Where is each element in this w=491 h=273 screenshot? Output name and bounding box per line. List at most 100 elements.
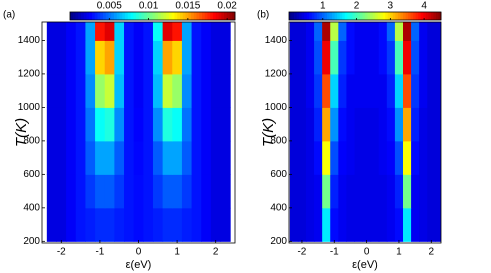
heatmap-cell xyxy=(297,207,307,242)
heatmap-cell xyxy=(346,73,355,108)
colorbar-segment xyxy=(316,12,320,20)
y-tick-label: 1400 xyxy=(18,35,41,46)
colorbar-segment xyxy=(75,12,79,20)
y-tick-label: 200 xyxy=(23,236,40,247)
colorbar-segment xyxy=(311,12,315,20)
y-tick-label: 1000 xyxy=(265,102,288,113)
colorbar-tick-label: 0.015 xyxy=(175,1,200,12)
heatmap-cell xyxy=(386,107,396,142)
heatmap-cell xyxy=(338,107,347,142)
heatmap-cells xyxy=(46,22,231,242)
heatmap-cell xyxy=(201,207,212,242)
heatmap-cell xyxy=(56,73,67,108)
y-tick-label: 800 xyxy=(270,136,287,147)
y-tick-label: 1200 xyxy=(18,69,41,80)
heatmap-cell xyxy=(289,207,299,242)
heatmap-cell xyxy=(403,140,412,175)
heatmap-cell xyxy=(330,40,339,75)
heatmap-cell xyxy=(338,174,347,209)
colorbar-segment xyxy=(191,12,195,20)
heatmap-cell xyxy=(95,22,106,41)
heatmap-cell xyxy=(386,73,396,108)
heatmap-cell xyxy=(297,22,307,41)
heatmap-cell xyxy=(330,174,339,209)
heatmap-cell xyxy=(314,73,323,108)
colorbar-segment xyxy=(365,12,368,20)
colorbar-tick-label: 0.01 xyxy=(139,1,159,12)
heatmap-cell xyxy=(143,107,154,142)
colorbar-segment xyxy=(218,12,222,20)
heatmap-cell xyxy=(143,40,154,75)
heatmap-cell xyxy=(330,140,339,175)
heatmap-cell xyxy=(220,207,231,242)
heatmap-cell xyxy=(95,207,106,242)
heatmap-cell xyxy=(394,40,404,75)
heatmap-cell xyxy=(104,207,115,242)
heatmap-cell xyxy=(104,140,115,175)
colorbar-segment xyxy=(226,12,230,20)
heatmap-cell xyxy=(124,40,135,75)
heatmap-cell xyxy=(386,140,396,175)
y-tick-label: 600 xyxy=(270,169,287,180)
colorbar-segment xyxy=(372,12,376,20)
heatmap-cell xyxy=(124,22,135,41)
heatmap-cell xyxy=(314,140,323,175)
heatmap-cell xyxy=(133,22,144,41)
heatmap-cell xyxy=(435,207,441,242)
colorbar-segment xyxy=(177,12,181,20)
colorbar-segment xyxy=(232,12,236,20)
heatmap-cell xyxy=(314,107,323,142)
heatmap-cell xyxy=(152,107,164,142)
heatmap-cell xyxy=(201,140,212,175)
heatmap-cell xyxy=(85,22,96,41)
heatmap-cell xyxy=(427,40,436,75)
heatmap-cell xyxy=(346,207,355,242)
colorbar-segment xyxy=(144,12,148,20)
heatmap-cell xyxy=(114,107,125,142)
colorbar-tick-label: 0.02 xyxy=(217,1,237,12)
heatmap-cell xyxy=(220,22,231,41)
colorbar-segment xyxy=(182,12,186,20)
colorbar-segment xyxy=(125,12,129,20)
heatmap-cell xyxy=(378,140,388,175)
heatmap-cell xyxy=(314,174,323,209)
x-tick-label: 0 xyxy=(364,247,370,258)
heatmap-cell xyxy=(162,40,173,75)
heatmap-cell xyxy=(435,73,441,108)
colorbar-segment xyxy=(314,12,318,20)
colorbar-segment xyxy=(423,12,427,20)
colorbar-tick-label: 4 xyxy=(421,1,427,12)
heatmap-cell xyxy=(370,174,380,209)
heatmap-cell xyxy=(210,22,222,41)
heatmap-cell xyxy=(181,140,193,175)
heatmap-cell xyxy=(435,140,441,175)
heatmap-cell xyxy=(172,73,183,108)
heatmap-cell xyxy=(435,40,441,75)
colorbar-segment xyxy=(337,12,341,20)
heatmap-cell xyxy=(114,207,125,242)
heatmap-cell xyxy=(330,207,339,242)
colorbar-segment xyxy=(136,12,140,20)
heatmap-cell xyxy=(210,107,222,142)
colorbar-segment xyxy=(428,12,432,20)
heatmap-cell xyxy=(427,107,436,142)
heatmap-cell xyxy=(114,140,125,175)
colorbar-segment xyxy=(224,12,228,20)
heatmap-cell xyxy=(162,207,173,242)
colorbar-segment xyxy=(152,12,156,20)
colorbar-segment xyxy=(385,12,389,20)
heatmap-cell xyxy=(394,174,404,209)
colorbar-segment xyxy=(362,12,366,20)
panel-label: (b) xyxy=(257,10,269,21)
colorbar-segment xyxy=(408,12,411,20)
heatmap-cell xyxy=(66,107,77,142)
heatmap-cell xyxy=(427,207,436,242)
heatmap-cell xyxy=(162,22,173,41)
heatmap-cell xyxy=(354,140,364,175)
heatmap-cell xyxy=(427,140,436,175)
colorbar-segment xyxy=(108,12,112,20)
heatmap-cell xyxy=(314,22,323,41)
heatmap-cell xyxy=(419,140,428,175)
colorbar-segment xyxy=(92,12,96,20)
x-tick-label: -2 xyxy=(297,247,306,258)
